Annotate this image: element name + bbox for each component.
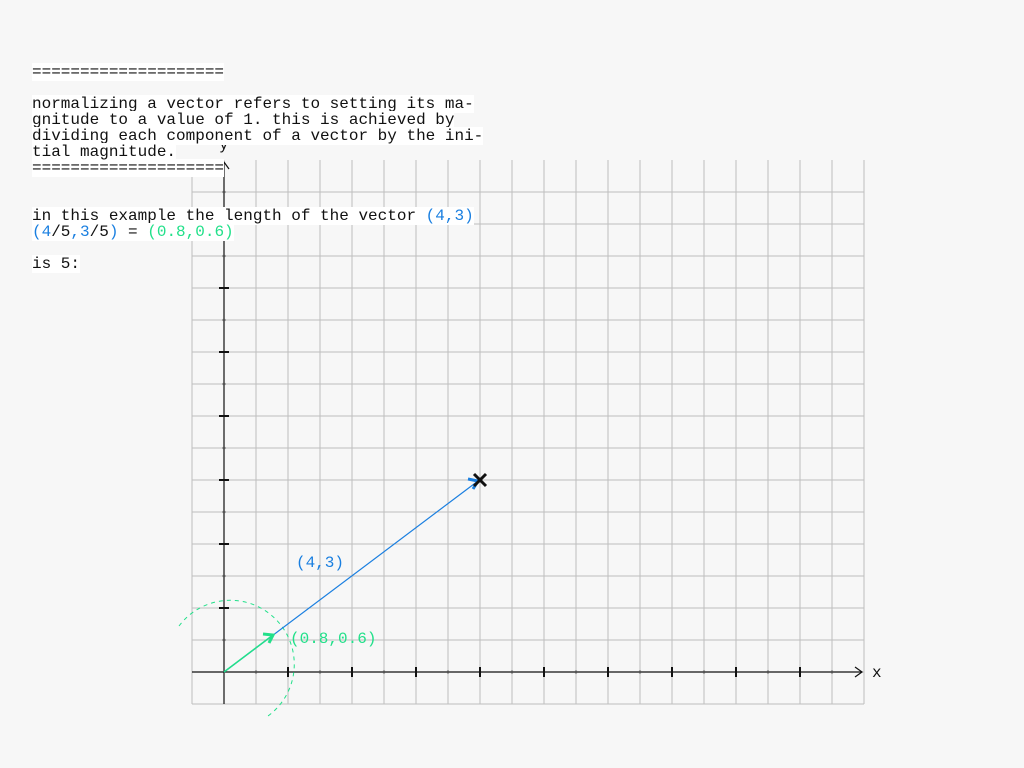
tick-dot bbox=[702, 670, 706, 674]
formula: (4/5,3/5) = (0.8,0.6) bbox=[32, 223, 234, 241]
tick-dot bbox=[222, 510, 226, 514]
tick-dot bbox=[318, 670, 322, 674]
formula-part: ) bbox=[108, 223, 119, 241]
tick-dot bbox=[222, 318, 226, 322]
tick-dot bbox=[510, 670, 514, 674]
rule: ==================== bbox=[32, 159, 225, 177]
vector-label: (4,3) bbox=[296, 554, 345, 572]
intro: normalizing a vector refers to setting i… bbox=[32, 95, 484, 161]
rule: ==================== bbox=[32, 63, 225, 81]
intro-line: normalizing a vector refers to setting i… bbox=[32, 95, 474, 113]
tick-dot bbox=[446, 670, 450, 674]
tick-dot bbox=[382, 670, 386, 674]
formula-part: (0.8,0.6) bbox=[147, 223, 234, 241]
normalized-head bbox=[262, 632, 276, 644]
tick-dot bbox=[766, 670, 770, 674]
x-axis-label: x bbox=[872, 664, 882, 682]
tick-dot bbox=[222, 446, 226, 450]
intro-line: dividing each component of a vector by t… bbox=[32, 127, 484, 145]
formula-part: (4 bbox=[32, 223, 52, 241]
vector-text: (4,3) bbox=[425, 207, 474, 225]
intro-line: gnitude to a value of 1. this is achieve… bbox=[32, 111, 455, 129]
formula-part: ,3 bbox=[70, 223, 90, 241]
example: in this example the length of the vector… bbox=[32, 176, 474, 288]
tick-dot bbox=[222, 254, 226, 258]
tick-dot bbox=[222, 574, 226, 578]
x-arrow bbox=[854, 666, 864, 678]
example-text: is 5: bbox=[32, 255, 81, 273]
tick-dot bbox=[222, 382, 226, 386]
normalized-label: (0.8,0.6) bbox=[290, 630, 377, 648]
example-text: in this example the length of the vector bbox=[32, 207, 426, 225]
tick-dot bbox=[222, 638, 226, 642]
formula-part: /5 bbox=[89, 223, 109, 241]
tick-dot bbox=[830, 670, 834, 674]
normalized-vector bbox=[223, 634, 274, 673]
target-cross bbox=[472, 472, 488, 488]
tick-dot bbox=[638, 670, 642, 674]
tick-dot bbox=[254, 670, 258, 674]
tick-dot bbox=[222, 190, 226, 194]
formula-part: /5 bbox=[51, 223, 71, 241]
tick-dot bbox=[574, 670, 578, 674]
formula-part: = bbox=[118, 223, 148, 241]
unit-circle bbox=[178, 599, 295, 717]
intro-line: tial magnitude. bbox=[32, 143, 177, 161]
